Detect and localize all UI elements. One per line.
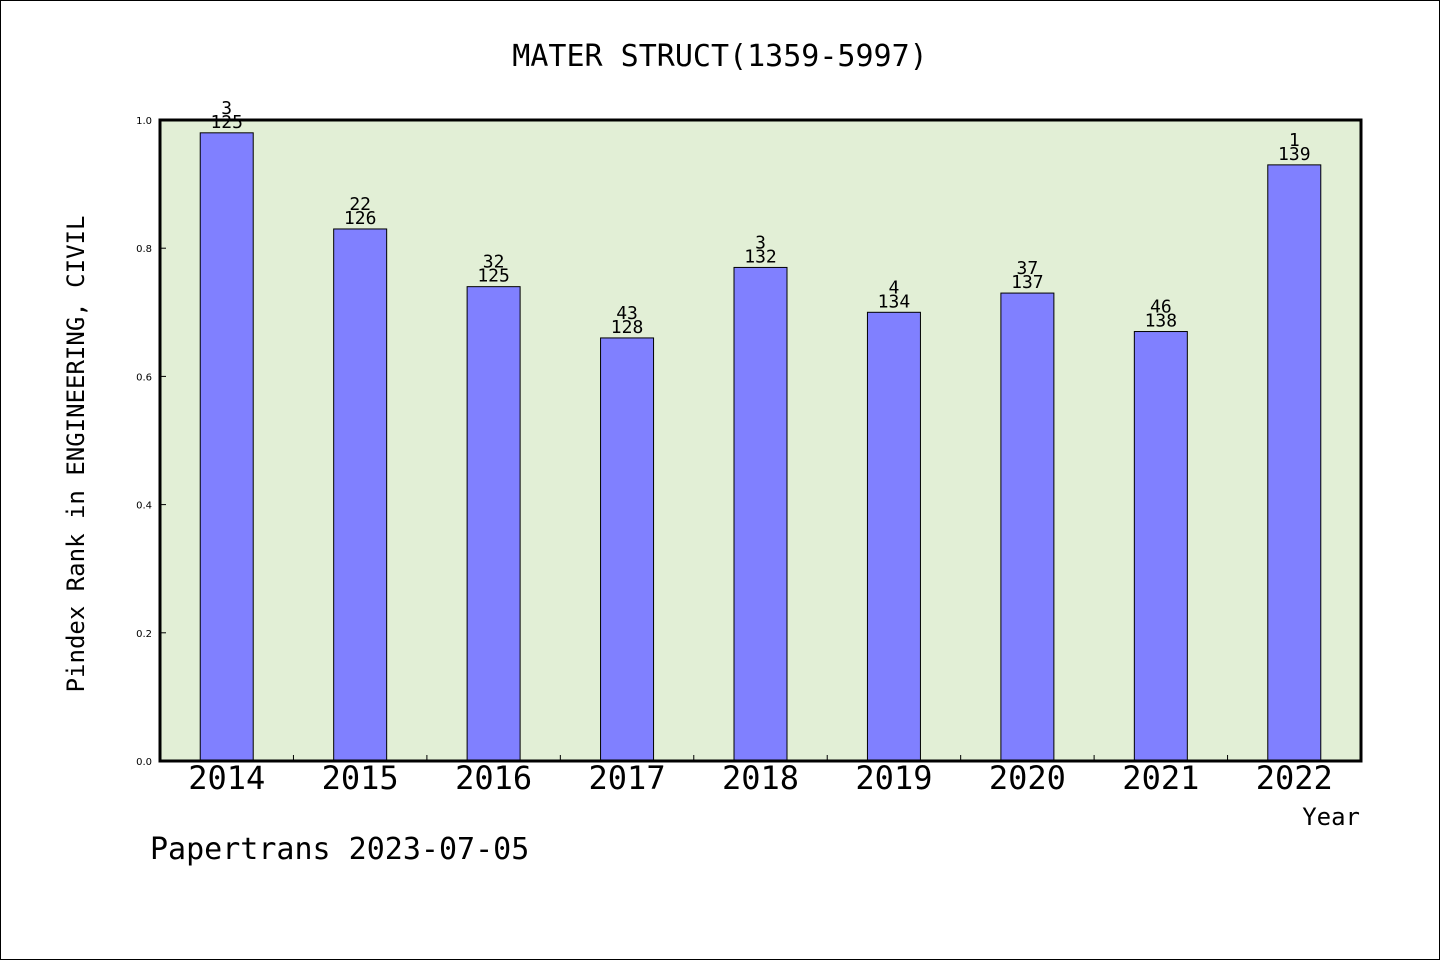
y-tick-label: 0.4 xyxy=(136,501,152,512)
x-tick-label: 2016 xyxy=(455,759,532,797)
y-tick-label: 0.6 xyxy=(136,372,152,383)
bar-2015 xyxy=(333,228,388,762)
x-tick-label: 2018 xyxy=(722,759,799,797)
y-tick-label: 0.2 xyxy=(136,629,152,640)
bar-rank-label: 3 xyxy=(755,232,766,253)
bar-total-label: 134 xyxy=(878,291,911,312)
bar-total-label: 125 xyxy=(210,112,243,133)
bar-rank-label: 37 xyxy=(1017,258,1039,279)
bars-group xyxy=(199,132,1322,762)
bar-rank-label: 32 xyxy=(483,252,505,273)
chart-title: MATER STRUCT(1359-5997) xyxy=(512,39,927,74)
y-tick-label: 0.8 xyxy=(136,244,152,255)
bar-rank-label: 4 xyxy=(889,277,900,298)
bar-rank-label: 46 xyxy=(1150,297,1172,318)
bar-rank-label: 43 xyxy=(616,303,638,324)
bar-2019 xyxy=(866,311,921,762)
bar-total-label: 139 xyxy=(1278,144,1311,165)
y-tick-label: 0.0 xyxy=(136,757,152,768)
bar-2016 xyxy=(466,286,521,762)
bar-rank-label: 3 xyxy=(221,98,232,119)
bar-total-label: 138 xyxy=(1145,311,1178,332)
bar-total-label: 126 xyxy=(344,208,377,229)
bar-2017 xyxy=(600,337,655,762)
bar-total-label: 125 xyxy=(477,266,510,287)
x-axis-label: Year xyxy=(1302,803,1360,831)
y-axis-label: Pindex Rank in ENGINEERING, CIVIL xyxy=(62,216,90,693)
bar-2021 xyxy=(1133,331,1188,762)
bar-2018 xyxy=(733,266,788,762)
x-tick-label: 2020 xyxy=(989,759,1066,797)
x-axis: 2014 2015 2016 2017 2018 2019 2020 2021 2022 xyxy=(188,755,1333,797)
bar-labels-group: 3125221263212543128313241343713746138113… xyxy=(210,98,1310,338)
footer-text: Papertrans 2023-07-05 xyxy=(150,832,530,867)
bar-2020 xyxy=(1000,292,1055,762)
bar-total-label: 132 xyxy=(744,246,777,267)
bar-2014 xyxy=(199,132,254,762)
x-tick-label: 2022 xyxy=(1256,759,1333,797)
bar-rank-label: 1 xyxy=(1289,130,1300,151)
bar-total-label: 137 xyxy=(1011,272,1044,293)
x-tick-label: 2015 xyxy=(322,759,399,797)
x-tick-label: 2019 xyxy=(855,759,932,797)
x-tick-label: 2014 xyxy=(188,759,265,797)
x-tick-label: 2017 xyxy=(589,759,666,797)
bar-2022 xyxy=(1267,164,1322,762)
x-tick-label: 2021 xyxy=(1122,759,1199,797)
y-tick-label: 1.0 xyxy=(136,116,152,127)
plot-border xyxy=(158,118,1363,763)
bar-rank-label: 22 xyxy=(349,194,371,215)
bar-total-label: 128 xyxy=(611,317,644,338)
